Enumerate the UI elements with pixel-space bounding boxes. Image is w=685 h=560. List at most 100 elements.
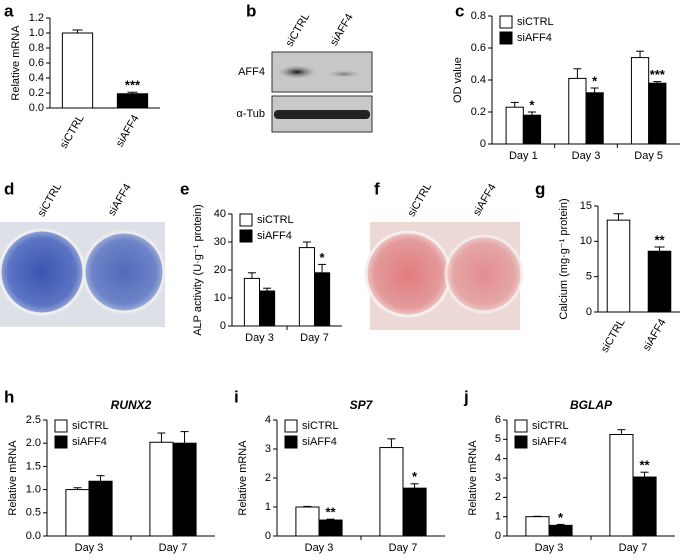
y-tick-label: 0.5: [26, 507, 41, 519]
band: [277, 65, 317, 79]
chart-title: SP7: [350, 398, 374, 412]
x-tick-label: siAFF4: [114, 113, 142, 149]
y-tick-label: 2.5: [26, 414, 41, 426]
y-axis-label: OD value: [452, 57, 464, 103]
x-tick-label: siAFF4: [641, 317, 669, 353]
legend-label: siCTRL: [302, 420, 339, 432]
y-tick-label: 1.0: [26, 484, 41, 496]
bar: [243, 277, 260, 327]
y-tick-label: 0.4: [29, 72, 44, 84]
bar: [116, 93, 149, 109]
bar: [379, 447, 404, 537]
lane-label: siCTRL: [36, 181, 65, 219]
legend-swatch: [54, 435, 68, 449]
y-axis-label: Relative mRNA: [10, 25, 22, 101]
x-tick-label: Day 3: [245, 332, 274, 344]
bar: [522, 114, 542, 145]
x-tick-label: siCTRL: [58, 113, 87, 151]
legend-label: siCTRL: [532, 420, 569, 432]
y-tick-label: 1.0: [29, 27, 44, 39]
y-axis-label: Calcium (mg·g⁻¹ protein): [558, 198, 570, 319]
y-tick-label: 3: [265, 443, 271, 455]
row-label: AFF4: [238, 66, 265, 78]
y-tick-label: 0: [265, 530, 271, 542]
legend-label: siAFF4: [72, 436, 107, 448]
x-tick-label: siCTRL: [599, 317, 628, 355]
legend-label: siAFF4: [302, 436, 337, 448]
legend-label: siAFF4: [532, 436, 567, 448]
significance: *: [320, 250, 326, 265]
y-axis-label: Relative mRNA: [7, 440, 19, 516]
y-tick-label: 4: [265, 414, 271, 426]
legend-label: siCTRL: [72, 420, 109, 432]
legend-swatch: [514, 435, 528, 449]
legend-swatch: [54, 419, 68, 433]
legend-label: siCTRL: [517, 16, 554, 28]
panel-letter: i: [234, 387, 239, 406]
legend-swatch: [284, 435, 298, 449]
y-tick-label: 15: [580, 200, 592, 212]
legend-swatch: [499, 31, 513, 45]
y-tick-label: 10: [214, 292, 226, 304]
bar: [630, 57, 650, 145]
x-tick-label: Day 1: [509, 150, 538, 162]
bar: [295, 506, 320, 537]
panel-letter: j: [463, 387, 469, 406]
bar: [314, 272, 331, 327]
significance: **: [639, 458, 650, 473]
y-tick-label: 30: [214, 236, 226, 248]
y-tick-label: 2: [265, 472, 271, 484]
legend-label: siCTRL: [257, 214, 294, 226]
y-tick-label: 1: [495, 511, 501, 523]
bar: [402, 487, 427, 537]
significance: ***: [650, 67, 666, 82]
chart-title: BGLAP: [570, 398, 613, 412]
bar: [609, 434, 634, 537]
y-tick-label: 0.6: [29, 57, 44, 69]
y-tick-label: 1.2: [29, 12, 44, 24]
y-tick-label: 5: [495, 433, 501, 445]
panel-letter: h: [4, 387, 14, 406]
x-tick-label: Day 3: [305, 542, 334, 554]
lane-label: siAFF4: [106, 182, 134, 218]
legend-swatch: [499, 15, 513, 29]
legend-label: siAFF4: [257, 230, 292, 242]
legend-swatch: [239, 229, 253, 243]
bar: [632, 476, 657, 537]
y-tick-label: 20: [214, 264, 226, 276]
y-tick-label: 1: [265, 501, 271, 513]
well: [82, 230, 166, 314]
y-tick-label: 0: [480, 138, 486, 150]
y-axis-label: Relative mRNA: [237, 440, 249, 516]
significance: *: [529, 97, 535, 112]
bar: [525, 516, 550, 537]
bar: [548, 524, 573, 537]
x-tick-label: Day 7: [619, 542, 648, 554]
panel-letter: f: [374, 179, 380, 198]
band: [326, 70, 362, 78]
bar: [61, 32, 94, 109]
band: [274, 110, 370, 119]
bar: [568, 77, 587, 145]
y-tick-label: 0: [586, 306, 592, 318]
y-tick-label: 5: [586, 271, 592, 283]
bar: [259, 290, 276, 327]
legend-swatch: [514, 419, 528, 433]
y-tick-label: 0.8: [29, 42, 44, 54]
y-tick-label: 0.6: [471, 42, 486, 54]
legend-label: siAFF4: [517, 32, 552, 44]
panel-letter: b: [246, 1, 256, 20]
y-tick-label: 0.0: [26, 530, 41, 542]
significance: *: [412, 469, 418, 484]
bar: [585, 92, 604, 145]
x-tick-label: Day 7: [389, 542, 418, 554]
significance: **: [325, 505, 336, 520]
x-tick-label: Day 5: [634, 150, 663, 162]
y-axis-label: Relative mRNA: [467, 440, 479, 516]
y-tick-label: 0.8: [471, 10, 486, 22]
y-tick-label: 0: [495, 530, 501, 542]
x-tick-label: Day 7: [159, 542, 188, 554]
panel-letter: a: [4, 1, 14, 20]
x-tick-label: Day 7: [300, 332, 329, 344]
